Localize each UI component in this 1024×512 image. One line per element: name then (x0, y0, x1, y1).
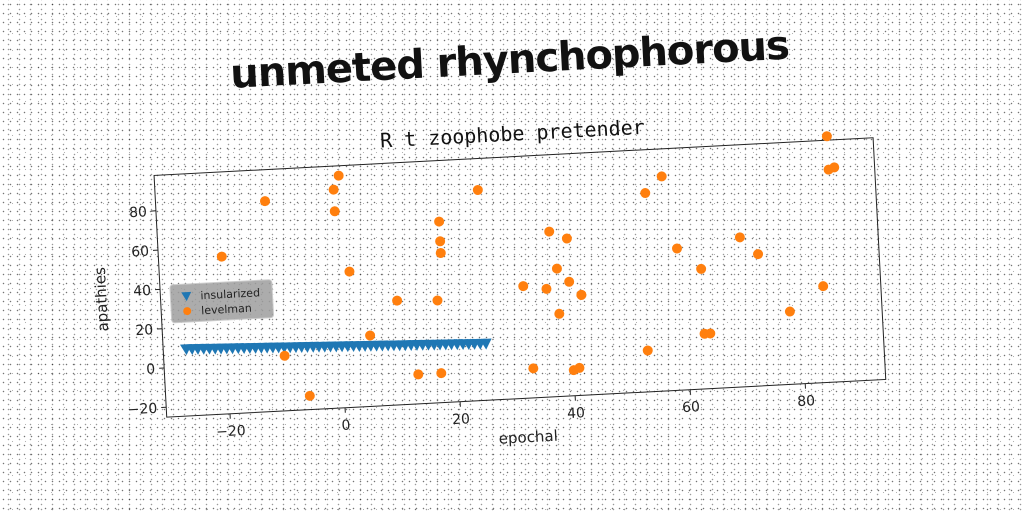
levelman-point (541, 283, 552, 294)
levelman-point (413, 369, 424, 380)
levelman-point (435, 236, 446, 247)
series-levelman (216, 131, 840, 401)
levelman-point (656, 171, 667, 182)
x-tick-label: 20 (452, 411, 471, 428)
levelman-point (472, 184, 483, 195)
y-tick-label: 40 (133, 283, 152, 300)
levelman-point (333, 170, 344, 181)
levelman-point (392, 295, 403, 306)
y-tick-label: 0 (146, 361, 156, 377)
levelman-point (821, 131, 832, 142)
levelman-point (518, 281, 529, 292)
legend-marker-levelman (183, 307, 192, 316)
x-axis: −20 0 20 40 60 80 (216, 383, 816, 441)
levelman-point (434, 216, 445, 227)
y-tick-label: 80 (129, 204, 148, 221)
levelman-point (329, 206, 340, 217)
levelman-point (640, 188, 651, 199)
chart-container: R t zoophobe pretender −20 0 20 40 60 80 −20 0… (71, 79, 909, 481)
legend-box (169, 279, 275, 324)
levelman-point (328, 184, 339, 195)
scatter-chart: R t zoophobe pretender −20 0 20 40 60 80 −20 0… (91, 115, 887, 448)
y-tick-label: −20 (127, 401, 157, 419)
series-insularized (179, 338, 492, 356)
plot-area-frame (153, 137, 887, 418)
insularized-point (479, 338, 492, 350)
x-tick-label: 40 (567, 405, 586, 422)
main-title: unmeted rhynchophorous (229, 22, 790, 98)
levelman-point (753, 249, 764, 260)
levelman-point (734, 232, 745, 243)
levelman-point (551, 263, 562, 274)
x-axis-label: epochal (498, 427, 558, 448)
levelman-point (279, 350, 290, 361)
legend-label-levelman: levelman (201, 302, 252, 318)
x-tick-label: 60 (682, 399, 701, 416)
levelman-point (528, 363, 539, 374)
levelman-point (260, 196, 271, 207)
levelman-point (784, 306, 795, 317)
legend-marker-insularized (181, 291, 192, 302)
levelman-point (561, 233, 572, 244)
levelman-point (818, 281, 829, 292)
levelman-point (696, 263, 707, 274)
levelman-point (576, 289, 587, 300)
levelman-point (436, 368, 447, 379)
x-tick-label: 0 (341, 418, 351, 434)
chart-title: R t zoophobe pretender (379, 115, 645, 153)
x-tick-label: 80 (797, 393, 816, 410)
levelman-point (642, 345, 653, 356)
levelman-point (705, 328, 716, 339)
x-tick-label: −20 (216, 423, 246, 441)
levelman-point (216, 251, 227, 262)
levelman-point (564, 276, 575, 287)
levelman-point (432, 295, 443, 306)
y-tick-label: 60 (131, 244, 150, 261)
levelman-point (554, 308, 565, 319)
legend-label-insularized: insularized (200, 286, 260, 302)
data-points (179, 131, 840, 401)
y-axis-label: apathies (91, 267, 112, 333)
levelman-point (544, 226, 555, 237)
y-tick-label: 20 (135, 322, 154, 339)
levelman-point (672, 243, 683, 254)
levelman-point (304, 390, 315, 401)
levelman-point (574, 362, 585, 373)
y-axis: −20 0 20 40 60 80 (127, 204, 167, 419)
levelman-point (435, 248, 446, 259)
levelman-point (365, 330, 376, 341)
levelman-point (344, 266, 355, 277)
levelman-point (829, 162, 840, 173)
